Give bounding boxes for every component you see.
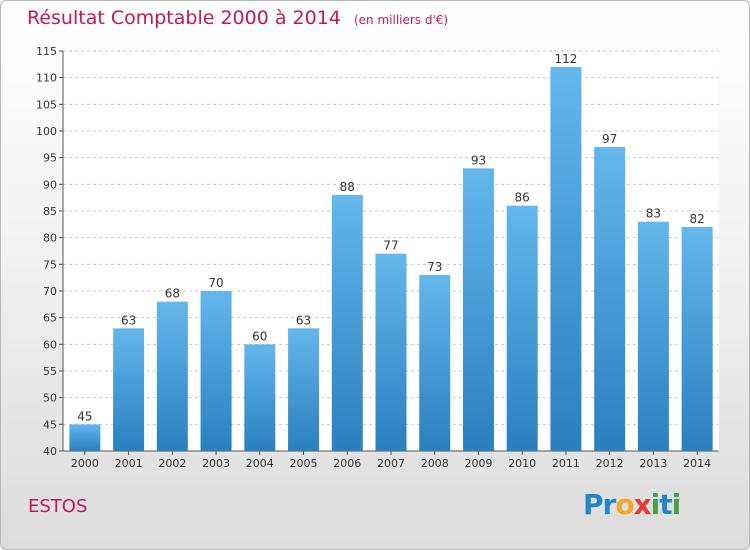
- y-tick-label: 90: [43, 178, 57, 191]
- proxiti-logo: Proxiti: [583, 488, 682, 521]
- bar-value-label: 86: [515, 191, 530, 205]
- x-tick-label: 2004: [246, 457, 274, 470]
- bar-value-label: 70: [208, 276, 223, 290]
- x-tick-label: 2000: [71, 457, 99, 470]
- y-tick-label: 110: [36, 72, 57, 85]
- x-tick-label: 2007: [377, 457, 405, 470]
- bar: [506, 205, 538, 451]
- logo-letter: i: [650, 488, 661, 521]
- y-tick-label: 50: [43, 392, 57, 405]
- y-tick-label: 55: [43, 365, 57, 378]
- bar: [331, 195, 363, 451]
- bar-value-label: 88: [340, 180, 355, 194]
- logo-letter: P: [583, 488, 604, 521]
- bar-value-label: 83: [646, 207, 661, 221]
- bar: [462, 168, 494, 452]
- bar: [681, 227, 713, 451]
- bar-value-label: 73: [427, 260, 442, 274]
- logo-letter: o: [615, 488, 634, 521]
- y-tick-label: 80: [43, 232, 57, 245]
- bar-value-label: 60: [252, 329, 267, 343]
- logo-letter: i: [671, 488, 682, 521]
- y-tick-label: 105: [36, 98, 57, 111]
- bar: [375, 253, 407, 451]
- bar-value-label: 63: [296, 313, 311, 327]
- bar: [69, 424, 101, 451]
- x-tick-label: 2005: [290, 457, 318, 470]
- bar: [550, 67, 582, 451]
- x-tick-label: 2006: [333, 457, 361, 470]
- x-tick-label: 2014: [683, 457, 711, 470]
- y-tick-label: 65: [43, 312, 57, 325]
- bar-value-label: 82: [689, 212, 704, 226]
- y-tick-label: 70: [43, 285, 57, 298]
- logo-letter: x: [633, 488, 652, 521]
- x-tick-label: 2012: [596, 457, 624, 470]
- town-name: ESTOS: [28, 496, 88, 517]
- bar-value-label: 77: [383, 239, 398, 253]
- bar-value-label: 112: [554, 52, 577, 66]
- bar-value-label: 97: [602, 132, 617, 146]
- bar-value-label: 63: [121, 313, 136, 327]
- bar: [244, 344, 276, 451]
- chart-title: Résultat Comptable 2000 à 2014: [27, 7, 341, 29]
- bar: [156, 301, 188, 451]
- bar: [113, 328, 145, 451]
- x-tick-label: 2010: [508, 457, 536, 470]
- y-tick-label: 45: [43, 418, 57, 431]
- y-tick-label: 115: [36, 45, 57, 58]
- y-tick-label: 40: [43, 445, 57, 458]
- y-tick-label: 60: [43, 338, 57, 351]
- y-tick-label: 85: [43, 205, 57, 218]
- x-tick-label: 2003: [202, 457, 230, 470]
- x-tick-label: 2008: [421, 457, 449, 470]
- x-tick-label: 2009: [464, 457, 492, 470]
- bar: [594, 147, 626, 451]
- bar: [637, 221, 669, 451]
- chart-title-block: Résultat Comptable 2000 à 2014 (en milli…: [27, 7, 448, 29]
- logo-letter: r: [602, 488, 617, 521]
- y-tick-label: 100: [36, 125, 57, 138]
- logo-letter: t: [659, 488, 672, 521]
- x-tick-label: 2001: [115, 457, 143, 470]
- bar-value-label: 93: [471, 153, 486, 167]
- bar: [200, 291, 232, 451]
- y-tick-label: 75: [43, 258, 57, 271]
- x-tick-label: 2002: [158, 457, 186, 470]
- bar-value-label: 45: [77, 409, 92, 423]
- x-tick-label: 2013: [639, 457, 667, 470]
- bar-value-label: 68: [165, 287, 180, 301]
- y-tick-label: 95: [43, 152, 57, 165]
- x-tick-label: 2011: [552, 457, 580, 470]
- chart-unit-note: (en milliers d'€): [353, 13, 449, 27]
- bar: [419, 275, 451, 451]
- bar: [288, 328, 320, 451]
